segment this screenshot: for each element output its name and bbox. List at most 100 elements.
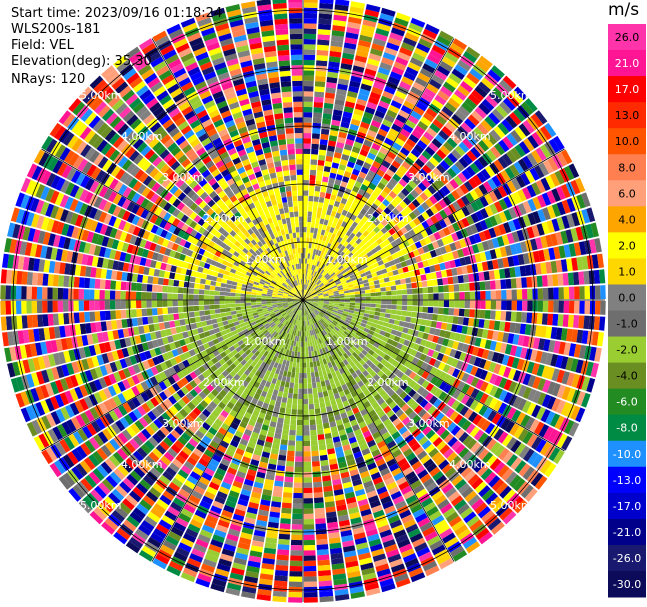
- range-gate: [20, 391, 30, 406]
- range-gate: [426, 462, 438, 473]
- range-gate: [420, 339, 427, 347]
- range-gate: [246, 424, 254, 432]
- range-gate: [362, 203, 371, 212]
- range-gate: [536, 313, 543, 325]
- range-gate: [462, 343, 470, 353]
- range-gate: [268, 426, 276, 433]
- range-gate: [201, 379, 210, 388]
- range-gate: [290, 323, 294, 330]
- range-gate: [322, 336, 327, 342]
- range-gate: [59, 392, 70, 406]
- range-gate: [504, 267, 511, 279]
- range-gate: [454, 333, 462, 342]
- range-gate: [361, 244, 368, 251]
- range-gate: [337, 287, 344, 291]
- range-gate: [541, 275, 548, 287]
- range-gate: [425, 382, 435, 392]
- range-gate: [352, 282, 359, 287]
- range-gate: [358, 352, 365, 359]
- range-gate: [107, 492, 121, 506]
- range-gate: [270, 448, 279, 455]
- range-gate: [237, 443, 247, 451]
- range-gate: [408, 371, 417, 380]
- range-gate: [395, 387, 404, 396]
- range-gate: [600, 300, 606, 315]
- range-gate: [445, 511, 459, 523]
- range-gate: [416, 205, 426, 214]
- range-gate: [481, 136, 494, 149]
- range-gate: [328, 532, 340, 539]
- range-gate: [495, 310, 502, 321]
- range-gate: [162, 470, 174, 482]
- range-gate: [303, 524, 315, 530]
- range-gate: [262, 374, 269, 381]
- range-gate: [248, 316, 255, 321]
- range-gate: [248, 419, 256, 427]
- range-gate: [428, 357, 437, 366]
- range-gate: [347, 252, 354, 258]
- range-gate: [327, 288, 333, 292]
- range-gate: [213, 327, 221, 334]
- range-gate: [381, 534, 394, 544]
- range-gate: [327, 140, 337, 147]
- range-gate: [205, 375, 214, 384]
- range-gate: [267, 306, 273, 310]
- range-gate: [390, 264, 398, 271]
- range-gate: [374, 186, 383, 195]
- range-gate: [501, 289, 507, 300]
- range-gate: [561, 371, 571, 385]
- range-gate: [315, 217, 321, 224]
- range-gate: [369, 467, 379, 476]
- range-gate: [426, 506, 439, 517]
- range-gate: [581, 192, 591, 208]
- range-gate: [317, 314, 322, 320]
- range-gate: [376, 151, 387, 160]
- range-gate: [254, 363, 261, 370]
- range-gate: [461, 206, 471, 217]
- range-gate: [83, 396, 94, 409]
- range-gate: [306, 274, 309, 280]
- range-gate: [373, 374, 381, 382]
- range-gate: [303, 49, 316, 55]
- range-gate: [397, 133, 408, 143]
- range-gate: [455, 186, 465, 198]
- range-gate: [285, 376, 291, 383]
- range-gate: [546, 396, 557, 410]
- range-gate: [214, 385, 223, 393]
- range-gate: [80, 442, 92, 456]
- range-gate: [597, 332, 605, 347]
- range-gate: [338, 274, 344, 280]
- range-gate: [293, 388, 299, 394]
- range-gate: [517, 189, 527, 202]
- range-gate: [199, 439, 209, 449]
- range-gate: [355, 399, 363, 407]
- range-gate: [375, 296, 382, 300]
- range-gate: [394, 279, 401, 286]
- range-gate: [316, 261, 320, 267]
- range-gate: [360, 508, 372, 517]
- range-gate: [322, 176, 329, 183]
- range-gate: [532, 337, 541, 350]
- range-gate: [303, 565, 317, 572]
- range-gate: [320, 276, 326, 282]
- range-gate: [369, 147, 379, 156]
- range-gate: [374, 311, 381, 317]
- range-gate: [323, 301, 330, 303]
- range-gate: [84, 409, 95, 423]
- range-gate: [506, 180, 517, 193]
- range-gate: [25, 373, 35, 388]
- range-gate: [425, 146, 436, 157]
- range-gate: [303, 106, 313, 113]
- range-gate: [303, 513, 314, 520]
- range-gate: [578, 315, 585, 329]
- range-gate: [453, 284, 460, 292]
- range-gate: [228, 490, 240, 499]
- range-gate: [334, 179, 342, 186]
- range-gate: [312, 295, 319, 298]
- range-gate: [121, 461, 133, 473]
- range-gate: [425, 319, 432, 327]
- range-gate: [403, 232, 412, 240]
- range-gate: [279, 523, 291, 530]
- range-gate: [81, 425, 93, 439]
- range-gate: [573, 315, 580, 329]
